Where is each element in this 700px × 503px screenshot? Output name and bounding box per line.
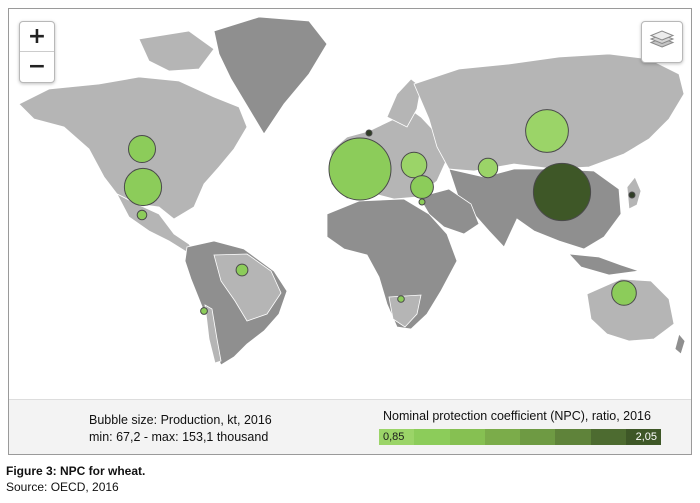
bubble-turkey[interactable]: [410, 175, 434, 199]
npc-scale-segment: [484, 429, 520, 445]
bubble-size-legend: Bubble size: Production, kt, 2016 min: 6…: [89, 412, 272, 446]
npc-scale-segment: [590, 429, 626, 445]
bubble-mexico[interactable]: [136, 209, 148, 221]
bubble-chile[interactable]: [200, 307, 208, 315]
bubble-layer: [123, 109, 637, 315]
npc-scale-segment: [379, 429, 415, 445]
asia-south-shape: [448, 168, 622, 250]
npc-min-label: 0,85: [383, 431, 405, 443]
arctic-islands-shape: [138, 30, 215, 72]
zoom-control: + −: [19, 21, 55, 83]
npc-scale-segment: [555, 429, 591, 445]
world-map: [18, 16, 686, 366]
bubble-china[interactable]: [532, 162, 592, 222]
zoom-in-button[interactable]: +: [20, 22, 54, 52]
south-africa-shape: [388, 294, 422, 328]
npc-max-label: 2,05: [635, 431, 657, 443]
bubble-european-union[interactable]: [328, 137, 392, 201]
figure-source: Source: OECD, 2016: [6, 480, 119, 494]
bubble-range-text: min: 67,2 - max: 153,1 thousand: [89, 430, 269, 444]
bubble-south-africa[interactable]: [397, 295, 405, 303]
bubble-canada[interactable]: [128, 135, 156, 163]
npc-legend-title: Nominal protection coefficient (NPC), ra…: [383, 409, 651, 423]
bubble-norway[interactable]: [365, 129, 373, 137]
zoom-out-button[interactable]: −: [27, 54, 47, 79]
bubble-ukraine[interactable]: [400, 151, 428, 179]
africa-shape: [326, 198, 458, 330]
npc-scale-segment: [625, 429, 661, 445]
map-legend: Bubble size: Production, kt, 2016 min: 6…: [9, 399, 691, 454]
npc-scale-segment: [449, 429, 485, 445]
chile-strip-shape: [204, 304, 222, 364]
bubble-kazakhstan[interactable]: [477, 157, 499, 179]
bubble-brazil[interactable]: [235, 263, 249, 277]
bubble-size-text: Bubble size: Production, kt, 2016: [89, 413, 272, 427]
npc-scale-segment: [414, 429, 450, 445]
map-area[interactable]: + −: [9, 9, 691, 399]
layers-button[interactable]: [641, 21, 683, 63]
bubble-russia[interactable]: [525, 109, 569, 153]
greenland-shape: [213, 16, 328, 135]
map-figure-frame: + − Bubble size: Production, kt, 2016 mi…: [8, 8, 692, 455]
bubble-israel[interactable]: [418, 198, 426, 206]
new-zealand-shape: [674, 333, 686, 355]
layers-icon: [649, 30, 675, 48]
npc-scale-segment: [520, 429, 556, 445]
figure-caption: Figure 3: NPC for wheat. Source: OECD, 2…: [6, 463, 145, 495]
australia-shape: [586, 278, 675, 342]
indonesia-shape: [567, 253, 640, 276]
middle-east-shape: [418, 188, 480, 235]
bubble-australia[interactable]: [611, 280, 637, 306]
npc-color-scale: 0,85 2,05: [379, 429, 661, 445]
brazil-shape: [213, 253, 282, 322]
figure-title: Figure 3: NPC for wheat.: [6, 464, 146, 478]
bubble-united-states[interactable]: [123, 167, 163, 207]
bubble-japan[interactable]: [628, 191, 636, 199]
